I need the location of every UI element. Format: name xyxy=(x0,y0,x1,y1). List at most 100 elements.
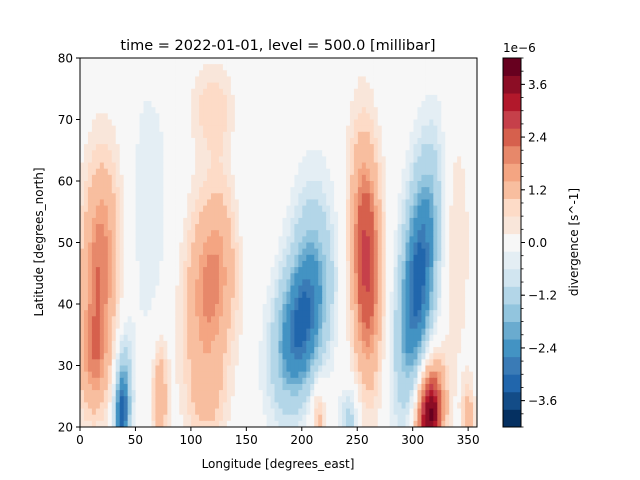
heatmap-cell xyxy=(377,88,383,96)
heatmap-cell xyxy=(238,304,244,311)
heatmap-cell xyxy=(473,236,477,244)
heatmap-cell xyxy=(83,174,89,182)
heatmap-cell xyxy=(99,193,105,201)
heatmap-cell xyxy=(334,353,339,360)
heatmap-cell xyxy=(310,230,315,237)
heatmap-cell xyxy=(437,316,442,324)
heatmap-cell xyxy=(357,217,363,225)
heatmap-cell xyxy=(179,76,184,84)
heatmap-cell xyxy=(318,113,323,121)
heatmap-cell xyxy=(345,150,351,157)
heatmap-cell xyxy=(159,347,164,354)
heatmap-cell xyxy=(199,144,204,151)
heatmap-cell xyxy=(87,174,93,182)
heatmap-cell xyxy=(465,199,470,207)
heatmap-cell xyxy=(179,230,184,237)
heatmap-cell xyxy=(222,101,228,108)
heatmap-cell xyxy=(449,174,454,182)
heatmap-cell xyxy=(135,254,141,262)
heatmap-cell xyxy=(199,291,204,299)
heatmap-cell xyxy=(203,211,208,219)
heatmap-cell xyxy=(171,340,176,348)
heatmap-cell xyxy=(465,328,470,336)
heatmap-cell xyxy=(385,254,391,262)
heatmap-cell xyxy=(322,248,327,256)
heatmap-cell xyxy=(294,199,299,207)
heatmap-cell xyxy=(425,125,430,133)
heatmap-cell xyxy=(377,174,383,182)
heatmap-cell xyxy=(270,304,276,311)
heatmap-cell xyxy=(175,316,180,324)
heatmap-cell xyxy=(203,82,208,90)
heatmap-cell xyxy=(159,82,164,90)
heatmap-cell xyxy=(413,310,419,317)
heatmap-cell xyxy=(421,291,426,299)
heatmap-cell xyxy=(119,236,125,244)
heatmap-cell xyxy=(286,211,292,219)
heatmap-cell xyxy=(397,328,403,336)
heatmap-cell xyxy=(250,279,256,287)
heatmap-cell xyxy=(453,162,458,170)
heatmap-cell xyxy=(449,224,454,231)
heatmap-cell xyxy=(214,137,220,145)
heatmap-cell xyxy=(179,70,184,78)
heatmap-cell xyxy=(353,279,359,287)
heatmap-cell xyxy=(107,82,113,90)
heatmap-cell xyxy=(318,119,323,127)
heatmap-cell xyxy=(270,181,276,188)
heatmap-cell xyxy=(437,297,442,305)
heatmap-cell xyxy=(334,187,339,194)
heatmap-cell xyxy=(147,168,153,176)
heatmap-cell xyxy=(365,58,371,65)
heatmap-cell xyxy=(171,248,176,256)
heatmap-cell xyxy=(318,150,323,157)
heatmap-cell xyxy=(195,193,200,201)
heatmap-cell xyxy=(218,76,224,84)
heatmap-cell xyxy=(429,150,434,157)
heatmap-cell xyxy=(183,285,188,293)
heatmap-cell xyxy=(322,193,327,201)
heatmap-cell xyxy=(302,291,307,299)
heatmap-cell xyxy=(357,328,363,336)
heatmap-cell xyxy=(310,88,315,96)
heatmap-cell xyxy=(266,291,272,299)
heatmap-cell xyxy=(409,162,415,170)
heatmap-cell xyxy=(211,137,216,145)
heatmap-cell xyxy=(306,101,311,108)
heatmap-cell xyxy=(369,248,375,256)
heatmap-cell xyxy=(429,340,434,348)
heatmap-cell xyxy=(119,267,125,274)
heatmap-cell xyxy=(131,291,137,299)
heatmap-cell xyxy=(310,205,315,213)
heatmap-cell xyxy=(278,64,284,71)
heatmap-cell xyxy=(274,224,280,231)
heatmap-cell xyxy=(298,119,303,127)
heatmap-cell xyxy=(377,248,383,256)
heatmap-cell xyxy=(274,322,280,330)
heatmap-cell xyxy=(226,181,232,188)
heatmap-cell xyxy=(294,236,299,244)
heatmap-cell xyxy=(349,119,355,127)
heatmap-cell xyxy=(393,64,399,71)
heatmap-cell xyxy=(147,101,153,108)
heatmap-cell xyxy=(278,162,284,170)
heatmap-cell xyxy=(461,150,466,157)
heatmap-cell xyxy=(449,131,454,139)
heatmap-cell xyxy=(195,334,200,342)
heatmap-cell xyxy=(345,58,351,65)
heatmap-cell xyxy=(139,267,145,274)
heatmap-cell xyxy=(401,359,407,367)
heatmap-cell xyxy=(401,291,407,299)
heatmap-cell xyxy=(393,125,399,133)
heatmap-cell xyxy=(361,137,367,145)
heatmap-cell xyxy=(274,193,280,201)
heatmap-cell xyxy=(214,328,220,336)
heatmap-cell xyxy=(429,199,434,207)
heatmap-cell xyxy=(397,187,403,194)
heatmap-cell xyxy=(87,230,93,237)
heatmap-cell xyxy=(437,211,442,219)
heatmap-cell xyxy=(246,205,252,213)
heatmap-cell xyxy=(218,230,224,237)
heatmap-cell xyxy=(373,328,379,336)
heatmap-cell xyxy=(385,267,391,274)
